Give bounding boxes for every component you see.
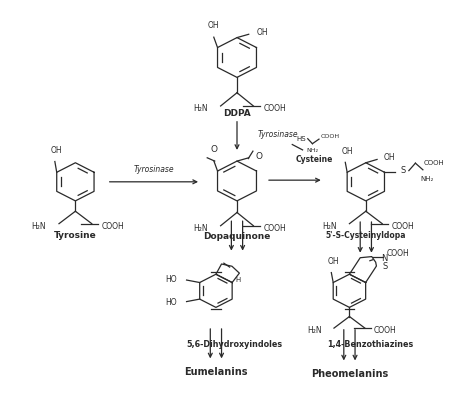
Text: OH: OH bbox=[383, 153, 395, 162]
Text: O: O bbox=[210, 145, 217, 154]
Text: NH₂: NH₂ bbox=[306, 148, 319, 153]
Text: COOH: COOH bbox=[320, 134, 339, 139]
Text: COOH: COOH bbox=[101, 222, 124, 231]
Text: H₂N: H₂N bbox=[308, 326, 322, 335]
Text: OH: OH bbox=[257, 28, 269, 37]
Text: 5'-S-Cysteinyldopa: 5'-S-Cysteinyldopa bbox=[326, 231, 406, 240]
Text: OH: OH bbox=[208, 21, 219, 31]
Text: O: O bbox=[255, 152, 262, 160]
Text: H₂N: H₂N bbox=[193, 224, 208, 233]
Text: 5,6-Dihydroxyindoles: 5,6-Dihydroxyindoles bbox=[187, 340, 283, 349]
Text: NH₂: NH₂ bbox=[420, 176, 433, 182]
Text: Dopaquinone: Dopaquinone bbox=[203, 232, 271, 241]
Text: H: H bbox=[235, 276, 240, 283]
Text: DDPA: DDPA bbox=[223, 109, 251, 118]
Text: COOH: COOH bbox=[392, 222, 415, 231]
Text: Cysteine: Cysteine bbox=[296, 155, 333, 164]
Text: H₂N: H₂N bbox=[32, 222, 46, 231]
Text: S: S bbox=[382, 262, 387, 271]
Text: Tyrosinase: Tyrosinase bbox=[257, 130, 298, 139]
Text: Tyrosine: Tyrosine bbox=[54, 231, 97, 240]
Text: HO: HO bbox=[165, 298, 176, 307]
Text: HO: HO bbox=[165, 275, 176, 284]
Text: OH: OH bbox=[328, 257, 339, 266]
Text: OH: OH bbox=[51, 146, 63, 155]
Text: COOH: COOH bbox=[374, 326, 396, 335]
Text: COOH: COOH bbox=[264, 224, 287, 233]
Text: COOH: COOH bbox=[423, 160, 444, 166]
Text: Eumelanins: Eumelanins bbox=[184, 368, 248, 378]
Text: H₂N: H₂N bbox=[322, 222, 337, 231]
Text: 1,4-Benzothiazines: 1,4-Benzothiazines bbox=[328, 340, 414, 349]
Text: Tyrosinase: Tyrosinase bbox=[133, 165, 174, 174]
Text: HS: HS bbox=[296, 136, 306, 142]
Text: N: N bbox=[381, 255, 387, 263]
Text: OH: OH bbox=[341, 147, 353, 156]
Text: H₂N: H₂N bbox=[193, 104, 208, 113]
Text: S: S bbox=[401, 166, 406, 175]
Text: COOH: COOH bbox=[386, 249, 409, 258]
Text: COOH: COOH bbox=[264, 104, 287, 113]
Text: Pheomelanins: Pheomelanins bbox=[311, 369, 388, 379]
